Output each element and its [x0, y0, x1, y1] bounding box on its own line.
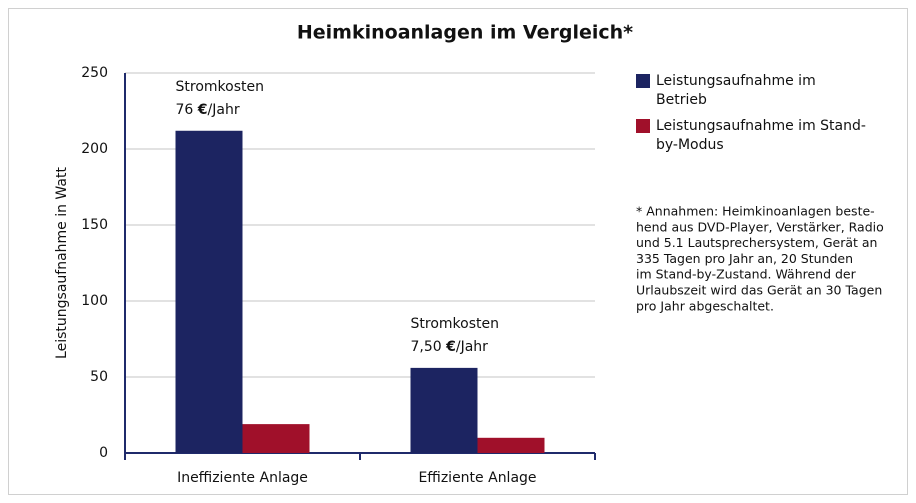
- y-tick-label: 150: [81, 217, 108, 233]
- footnote-line: hend aus DVD-Player, Verstärker, Radio: [636, 219, 884, 234]
- annotation-part: 7,50: [411, 339, 447, 355]
- annotation: Stromkosten: [176, 79, 264, 95]
- bar: [410, 367, 478, 453]
- annotation-part: Stromkosten: [411, 316, 499, 332]
- bar: [477, 437, 545, 453]
- footnote-line: * Annahmen: Heimkinoanlagen beste-: [636, 204, 875, 219]
- y-tick-label: 250: [81, 65, 108, 81]
- annotation-part: Stromkosten: [176, 79, 264, 95]
- y-tick-label: 0: [99, 445, 108, 461]
- footnote-line: pro Jahr abgeschaltet.: [636, 298, 774, 313]
- x-tick-label: Ineffiziente Anlage: [177, 470, 308, 486]
- y-tick-label: 50: [90, 369, 108, 385]
- legend-swatch: [636, 119, 650, 133]
- chart-title: Heimkinoanlagen im Vergleich*: [297, 22, 633, 44]
- legend-label: Leistungsaufnahme im Betrieb: [656, 73, 816, 108]
- frame: [8, 8, 908, 495]
- y-tick-label: 100: [81, 293, 108, 309]
- y-axis-label: Leistungsaufnahme in Watt: [54, 167, 70, 359]
- footnote-line: 335 Tagen pro Jahr an, 20 Stunden: [636, 251, 853, 266]
- legend-item: Leistungsaufnahme im Stand-by-Modus: [636, 117, 896, 155]
- legend-item: Leistungsaufnahme im Betrieb: [636, 72, 896, 110]
- footnote-line: Urlaubszeit wird das Gerät an 30 Tagen: [636, 283, 882, 298]
- annotation-part: €: [445, 339, 456, 355]
- legend-swatch: [636, 74, 650, 88]
- bar: [242, 424, 310, 453]
- legend-label: Leistungsaufnahme im Stand-by-Modus: [656, 118, 866, 153]
- footnote-line: und 5.1 Lautsprechersystem, Gerät an: [636, 235, 877, 250]
- bar: [175, 130, 243, 453]
- annotation-part: /Jahr: [456, 339, 488, 355]
- x-tick-label: Effiziente Anlage: [418, 470, 536, 486]
- annotation: 7,50 €/Jahr: [411, 339, 489, 355]
- annotation-part: €: [197, 102, 208, 118]
- footnote-line: im Stand-by-Zustand. Während der: [636, 267, 857, 282]
- y-tick-label: 200: [81, 141, 108, 157]
- annotation: 76 €/Jahr: [176, 102, 240, 118]
- annotation-part: /Jahr: [208, 102, 240, 118]
- annotation-part: 76: [176, 102, 198, 118]
- annotation: Stromkosten: [411, 316, 499, 332]
